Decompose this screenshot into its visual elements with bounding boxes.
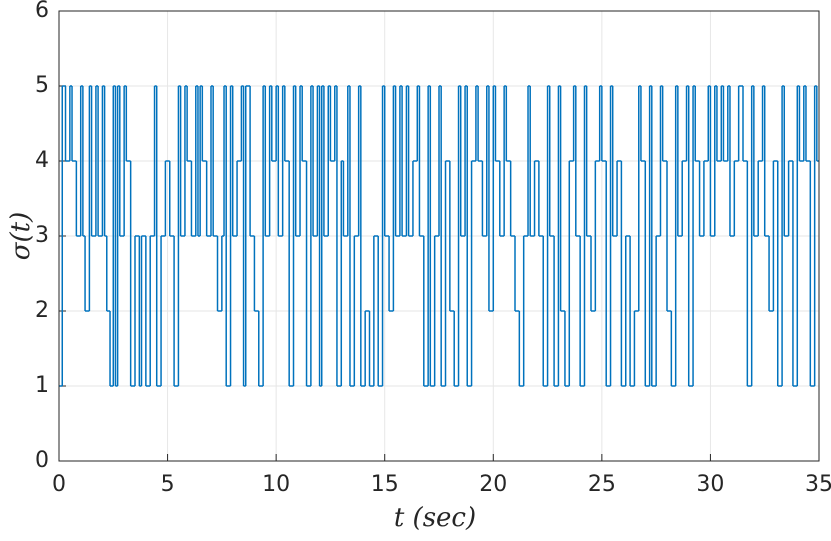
- y-tick-label: 1: [35, 373, 49, 398]
- y-tick-label: 4: [35, 148, 49, 173]
- y-tick-label: 0: [35, 448, 49, 473]
- x-tick-label: 20: [479, 472, 507, 497]
- y-tick-label: 2: [35, 298, 49, 323]
- y-tick-label: 6: [35, 0, 49, 23]
- x-tick-label: 10: [262, 472, 290, 497]
- x-tick-label: 35: [805, 472, 831, 497]
- x-tick-label: 30: [696, 472, 724, 497]
- y-axis-label: σ(t): [6, 212, 36, 260]
- x-tick-label: 0: [52, 472, 66, 497]
- x-tick-label: 15: [371, 472, 399, 497]
- x-tick-label: 25: [588, 472, 616, 497]
- y-tick-label: 5: [35, 73, 49, 98]
- y-tick-label: 3: [35, 223, 49, 248]
- plot-frame: [58, 10, 820, 462]
- x-tick-label: 5: [161, 472, 175, 497]
- x-axis-label: t (sec): [394, 503, 476, 533]
